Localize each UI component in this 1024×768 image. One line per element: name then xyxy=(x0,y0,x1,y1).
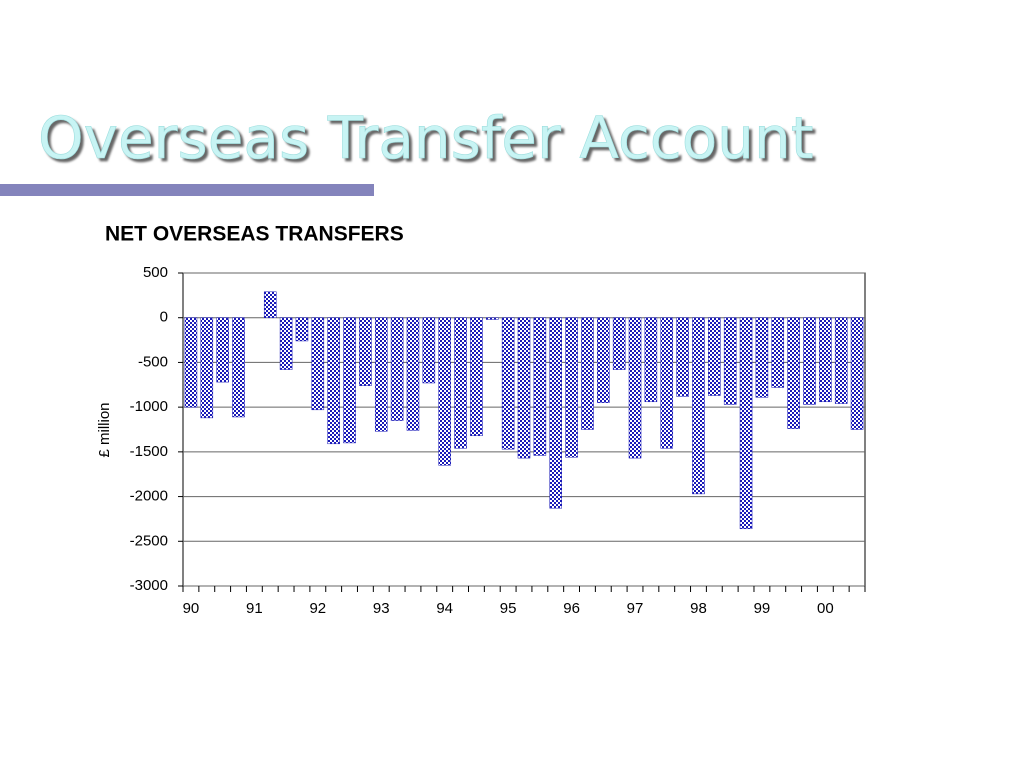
bar xyxy=(708,317,721,396)
bar xyxy=(692,317,705,495)
x-tick-label: 91 xyxy=(246,600,263,617)
x-tick-label: 94 xyxy=(436,600,453,617)
bar xyxy=(787,317,800,429)
bar xyxy=(676,317,689,397)
y-tick-label: -1000 xyxy=(130,398,168,415)
bar xyxy=(184,317,198,408)
bar xyxy=(438,317,451,466)
bar xyxy=(771,317,785,388)
bar xyxy=(755,317,769,398)
y-tick-label: -500 xyxy=(138,353,168,370)
bar xyxy=(486,317,499,320)
bar xyxy=(565,317,578,458)
y-tick-label: -2500 xyxy=(130,532,168,549)
bar xyxy=(406,317,420,431)
bar xyxy=(263,291,277,318)
y-tick-label: -1500 xyxy=(130,443,168,460)
bar xyxy=(200,317,214,419)
bar xyxy=(390,317,404,421)
x-tick-label: 99 xyxy=(754,600,771,617)
bar xyxy=(279,317,293,370)
bar xyxy=(660,317,674,449)
bar xyxy=(533,317,547,456)
bar xyxy=(612,317,626,370)
chart-title: NET OVERSEAS TRANSFERS xyxy=(105,223,404,246)
x-tick-label: 92 xyxy=(309,600,326,617)
bar xyxy=(454,317,467,449)
bar xyxy=(501,317,515,450)
x-tick-label: 93 xyxy=(373,600,390,617)
y-tick-label: 0 xyxy=(160,309,168,326)
bar xyxy=(581,317,594,430)
bar xyxy=(232,317,245,418)
bar xyxy=(834,317,848,404)
bar xyxy=(359,317,372,386)
x-tick-label: 96 xyxy=(563,600,580,617)
bar xyxy=(470,317,483,437)
bar xyxy=(422,317,436,384)
bar xyxy=(311,317,325,411)
bar xyxy=(739,317,753,530)
y-tick-label: 500 xyxy=(143,264,168,281)
bar xyxy=(327,317,340,445)
bar xyxy=(597,317,610,403)
title-underline xyxy=(0,184,374,196)
bar xyxy=(803,317,816,405)
bar xyxy=(628,317,642,459)
bar xyxy=(850,317,864,430)
y-tick-label: -2000 xyxy=(130,488,168,505)
bar xyxy=(819,317,832,403)
y-axis-label: £ million xyxy=(96,402,113,457)
bar xyxy=(644,317,658,403)
bar xyxy=(723,317,737,405)
x-tick-label: 00 xyxy=(817,600,834,617)
bar xyxy=(374,317,388,432)
x-tick-label: 97 xyxy=(627,600,644,617)
y-tick-label: -3000 xyxy=(130,577,168,594)
x-tick-label: 95 xyxy=(500,600,517,617)
x-tick-label: 90 xyxy=(183,600,200,617)
bar xyxy=(517,317,531,459)
bar xyxy=(343,317,356,444)
slide-title: Overseas Transfer Account xyxy=(38,104,813,172)
bar xyxy=(295,317,309,342)
bar xyxy=(549,317,562,509)
x-tick-label: 98 xyxy=(690,600,707,617)
bar xyxy=(216,317,229,383)
